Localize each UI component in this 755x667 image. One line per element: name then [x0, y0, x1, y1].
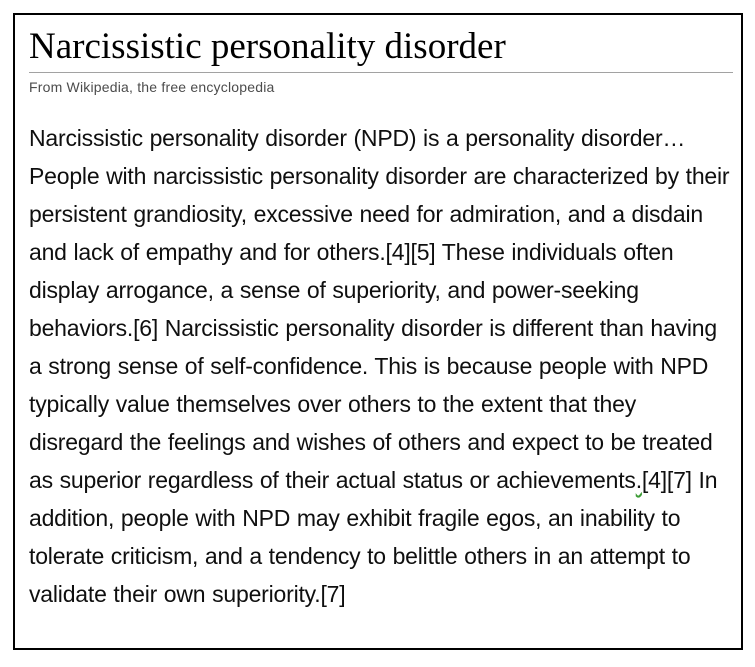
page-title: Narcissistic personality disorder — [29, 26, 506, 67]
grammar-check-squiggle: . — [635, 467, 642, 493]
document-page: Narcissistic personality disorder From W… — [13, 13, 743, 650]
page-subtitle: From Wikipedia, the free encyclopedia — [29, 79, 275, 95]
paragraph-text-after-squiggle: [4][7] In addition, people with NPD may … — [29, 467, 718, 607]
paragraph-text-before-squiggle: Narcissistic personality disorder (NPD) … — [29, 125, 730, 493]
title-divider — [29, 72, 733, 73]
article-paragraph: Narcissistic personality disorder (NPD) … — [29, 119, 732, 613]
